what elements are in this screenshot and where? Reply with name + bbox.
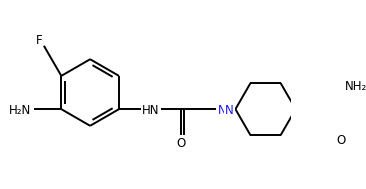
- Text: NH₂: NH₂: [345, 80, 366, 93]
- Text: HN: HN: [142, 104, 160, 117]
- Text: F: F: [36, 34, 42, 47]
- Text: N: N: [218, 104, 226, 117]
- Text: O: O: [176, 137, 186, 150]
- Text: H₂N: H₂N: [9, 104, 31, 117]
- Text: N: N: [225, 104, 234, 117]
- Text: O: O: [337, 134, 346, 147]
